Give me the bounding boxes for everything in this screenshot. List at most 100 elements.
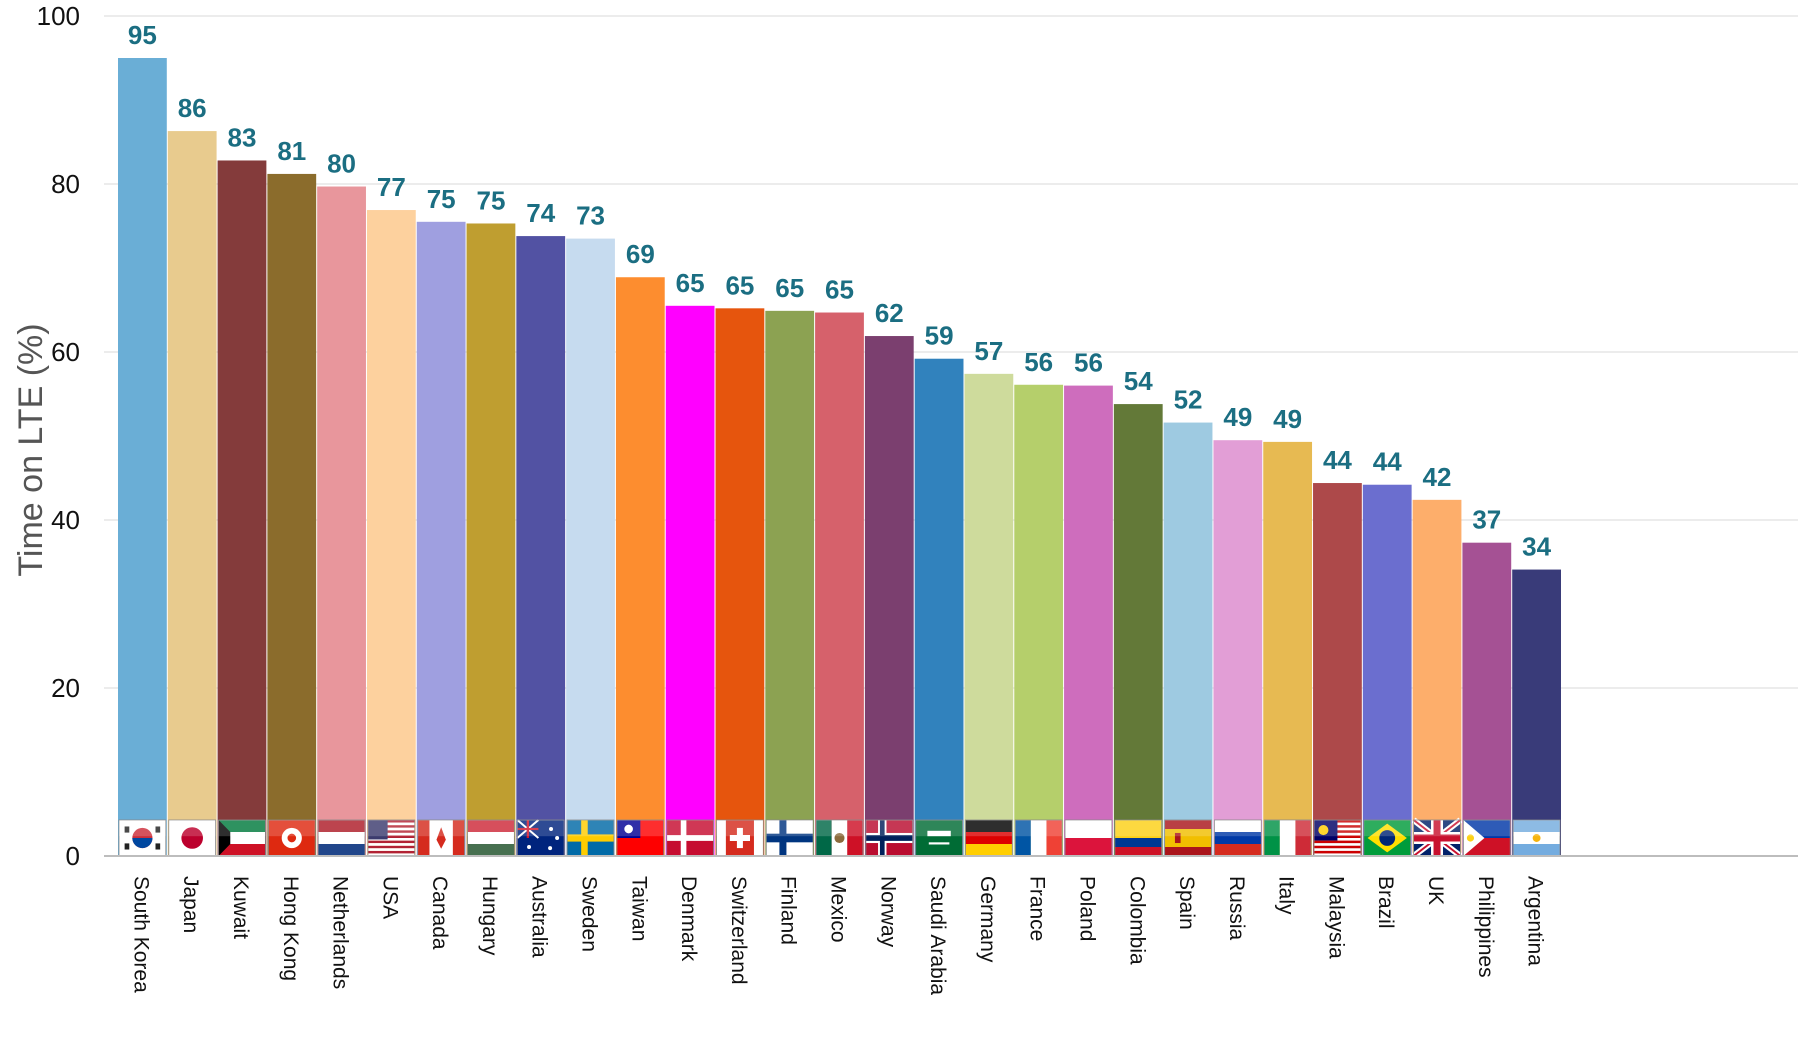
flag-gloss [716,820,764,837]
y-tick-label-60: 60 [51,337,80,367]
flag-gloss [1413,820,1461,837]
norway-flag [865,819,914,857]
value-label-south-korea: 95 [128,20,157,50]
sweden-flag [566,819,615,857]
bar-japan [167,131,217,856]
value-label-kuwait: 83 [228,122,257,152]
bar-switzerland [715,308,765,856]
value-label-canada: 75 [427,184,456,214]
value-label-argentina: 34 [1522,532,1551,562]
value-label-australia: 74 [526,198,555,228]
flag-gloss [865,820,913,837]
value-label-sweden: 73 [576,201,605,231]
flag-gloss [1463,820,1511,837]
x-tick-label-canada: Canada [428,876,451,950]
netherlands-flag [317,819,366,857]
value-label-malaysia: 44 [1323,445,1352,475]
flag-gloss [1513,820,1560,837]
flag-gloss [1065,820,1112,837]
value-label-hungary: 75 [476,185,505,215]
flag-gloss [1015,820,1063,837]
value-label-russia: 49 [1223,402,1252,432]
x-axis-category-labels: South Korea Japan Kuwait Hong Kong Netherlan… [129,876,1546,995]
value-label-saudi-arabia: 59 [925,321,954,351]
flag-gloss [467,820,515,837]
bar-mexico [815,312,864,856]
flag-gloss [268,820,316,837]
flag-gloss [1314,820,1361,837]
x-tick-label-switzerland: Switzerland [727,876,750,985]
x-tick-label-malaysia: Malaysia [1324,876,1347,959]
flag-gloss [816,820,863,837]
bar-colombia [1113,404,1163,856]
finland-flag [765,819,814,857]
value-label-uk: 42 [1423,462,1452,492]
italy-flag [1263,819,1312,857]
flag-gloss [168,820,216,837]
france-flag [1014,819,1063,857]
flag-gloss [517,820,565,837]
x-tick-label-finland: Finland [777,876,800,945]
x-tick-label-uk: UK [1424,876,1447,905]
bar-netherlands [317,186,366,856]
saudi-arabia-flag [915,819,963,857]
bar-south-korea [118,58,167,856]
flag-gloss [318,820,365,837]
x-tick-label-poland: Poland [1075,876,1098,941]
value-label-spain: 52 [1174,385,1203,415]
value-label-germany: 57 [974,336,1003,366]
value-label-norway: 62 [875,298,904,328]
value-label-brazil: 44 [1373,447,1402,477]
kuwait-flag [218,819,266,857]
y-tick-label-0: 0 [66,841,80,871]
bar-finland [765,310,815,857]
y-tick-label-80: 80 [51,169,80,199]
bar-australia [516,236,566,856]
value-label-taiwan: 69 [626,239,655,269]
x-tick-label-sweden: Sweden [578,876,601,952]
south-korea-flag [118,819,167,857]
hong-kong-flag [267,819,316,857]
x-tick-label-south-korea: South Korea [129,876,152,993]
bar-saudi-arabia [914,358,964,856]
x-tick-label-germany: Germany [976,876,999,963]
bar-sweden [566,238,615,857]
canada-flag [417,819,465,857]
x-tick-label-brazil: Brazil [1374,876,1397,929]
bar-philippines [1462,542,1512,856]
x-tick-label-hungary: Hungary [478,876,501,956]
y-tick-label-40: 40 [51,505,80,535]
flag-gloss [1264,820,1312,837]
bar-argentina [1512,569,1561,856]
flag-gloss [1214,820,1262,837]
x-tick-label-saudi-arabia: Saudi Arabia [926,876,949,995]
bar-norway [864,336,914,856]
bar-usa [366,210,416,857]
bar-brazil [1362,484,1412,856]
denmark-flag [666,819,714,857]
flag-gloss [1114,820,1162,837]
bar-taiwan [615,277,665,856]
value-label-italy: 49 [1273,404,1302,434]
bar-france [1014,384,1064,856]
x-tick-label-france: France [1026,876,1049,941]
bars [118,58,1561,857]
brazil-flag [1363,819,1412,857]
flag-gloss [766,820,814,837]
philippines-flag [1463,819,1511,857]
usa-flag [367,819,416,857]
x-tick-label-mexico: Mexico [827,876,850,943]
value-label-finland: 65 [775,273,804,303]
y-axis-label: Time on LTE (%) [12,323,50,576]
flag-icons [118,817,1561,859]
flag-gloss [616,820,664,837]
x-tick-label-hong-kong: Hong Kong [279,876,302,981]
flag-gloss [666,820,714,837]
bar-canada [416,221,466,857]
value-label-colombia: 54 [1124,366,1153,396]
flag-gloss [367,820,415,837]
japan-flag [168,819,216,857]
value-label-hong-kong: 81 [277,136,306,166]
value-label-switzerland: 65 [725,270,754,300]
